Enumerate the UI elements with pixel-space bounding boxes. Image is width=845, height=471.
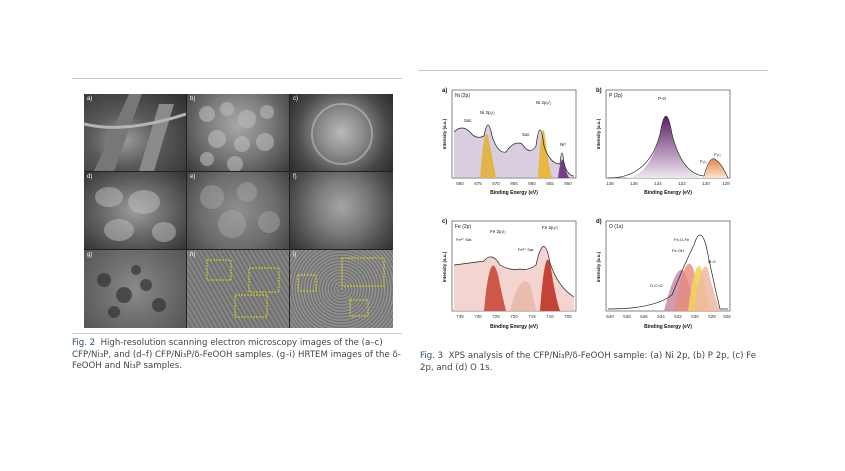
panel-label: d) [87, 174, 93, 180]
xps-fe2p-svg: c) Fe (2p) Fe³⁺ Sat. Fe 2p₁/₂ Fe³⁺ Sat. … [442, 219, 577, 330]
panel-title: Fe (2p) [455, 224, 471, 230]
tick-label: 855 [546, 181, 554, 186]
panel-label: g) [87, 252, 93, 258]
y-axis-label: Intensity (a.u.) [596, 118, 601, 149]
tick-label: 720 [510, 314, 518, 319]
sem-image-e: e) [187, 172, 289, 249]
panel-label: i) [293, 252, 297, 258]
tick-label: 730 [474, 314, 482, 319]
panel-title: O (1s) [609, 224, 623, 230]
figure3-caption-label: Fig. 3 [420, 351, 444, 361]
x-axis-label: Binding Energy (eV) [490, 324, 538, 330]
tick-label: 132 [678, 181, 686, 186]
sem-image-d: d) [84, 172, 186, 249]
panel-label: d) [596, 219, 602, 225]
tick-label: 865 [510, 181, 518, 186]
annotation: M-O [708, 259, 716, 264]
annotation: P₁/₂ [700, 159, 707, 164]
tick-label: 540 [606, 314, 614, 319]
y-axis-label: Intensity (a.u.) [442, 251, 447, 282]
hrtem-image-h: h) [187, 250, 289, 328]
hrtem-image-g: g) [84, 250, 186, 328]
tick-label: 850 [564, 181, 572, 186]
x-axis-label: Binding Energy (eV) [490, 190, 538, 196]
panel-label: c) [293, 96, 298, 102]
xps-o1s-svg: d) O (1s) Fe-O-Fe Fe-OH M-O O-C=O 540 53… [596, 219, 731, 330]
annotation: P-O [658, 96, 667, 101]
tick-label: 538 [623, 314, 631, 319]
panel-label: f) [293, 174, 297, 180]
annotation: Sat. [464, 118, 472, 123]
figure2-bottom-rule [72, 333, 402, 334]
tick-label: 526 [723, 314, 731, 319]
tick-label: 136 [630, 181, 638, 186]
xps-panel-ni2p: a) Ni (2p) Sat. Ni 2p₁/₂ Sat. Ni 2p₃/₂ N… [440, 84, 580, 202]
figure2-top-rule [72, 78, 402, 79]
tick-label: 532 [674, 314, 682, 319]
figure3-caption: Fig. 3 XPS analysis of the CFP/Ni₃P/δ-Fe… [420, 351, 765, 374]
panel-label: a) [442, 88, 447, 94]
annotation: O-C=O [650, 283, 663, 288]
tick-label: 134 [654, 181, 662, 186]
annotation: Fe³⁺ Sat. [456, 237, 472, 242]
annotation: Fe-OH [672, 248, 684, 253]
sem-image-a: a) [84, 94, 186, 171]
annotation: Ni⁰ [560, 142, 566, 147]
x-axis-label: Binding Energy (eV) [644, 324, 692, 330]
figure2-caption: Fig. 2 High-resolution scanning electron… [72, 338, 402, 373]
y-axis-label: Intensity (a.u.) [596, 251, 601, 282]
sem-image-f: f) [290, 172, 393, 249]
sem-image-c: c) [290, 94, 393, 171]
xps-p2p-svg: b) P (2p) P-O P₁/₂ P₃/₂ 138 136 134 132 … [596, 88, 731, 196]
panel-label: b) [190, 96, 196, 102]
xps-panel-o1s: d) O (1s) Fe-O-Fe Fe-OH M-O O-C=O 540 53… [594, 215, 734, 339]
tick-label: 530 [691, 314, 699, 319]
annotation: Fe 2p₃/₂ [542, 225, 559, 230]
xps-panel-fe2p: c) Fe (2p) Fe³⁺ Sat. Fe 2p₁/₂ Fe³⁺ Sat. … [440, 215, 580, 335]
figure2-caption-label: Fig. 2 [72, 338, 96, 348]
tick-label: 710 [546, 314, 554, 319]
tick-label: 735 [456, 314, 464, 319]
sem-image-grid: a) b) c) d) e) f) g) h) i) [84, 94, 393, 328]
hrtem-image-i: i) [290, 250, 393, 328]
xps-ni2p-svg: a) Ni (2p) Sat. Ni 2p₁/₂ Sat. Ni 2p₃/₂ N… [442, 88, 577, 196]
annotation: Ni 2p₁/₂ [480, 110, 495, 115]
tick-label: 528 [708, 314, 716, 319]
annotation: Ni 2p₃/₂ [536, 100, 552, 105]
panel-label: c) [442, 219, 447, 225]
annotation: P₃/₂ [714, 152, 721, 157]
x-axis-label: Binding Energy (eV) [644, 190, 692, 196]
tick-label: 128 [722, 181, 730, 186]
sem-image-b: b) [187, 94, 289, 171]
panel-title: Ni (2p) [455, 93, 470, 99]
tick-label: 534 [657, 314, 665, 319]
tick-label: 138 [606, 181, 614, 186]
annotation: Fe-O-Fe [674, 237, 690, 242]
tick-label: 536 [640, 314, 648, 319]
tick-label: 130 [702, 181, 710, 186]
panel-label: a) [87, 96, 93, 102]
tick-label: 860 [528, 181, 536, 186]
tick-label: 875 [474, 181, 482, 186]
tick-label: 880 [456, 181, 464, 186]
figure3-caption-text: XPS analysis of the CFP/Ni₃P/δ-FeOOH sam… [420, 351, 757, 373]
panel-label: b) [596, 88, 602, 94]
tick-label: 725 [492, 314, 500, 319]
tick-label: 715 [528, 314, 536, 319]
panel-label: h) [190, 252, 196, 258]
annotation: Fe³⁺ Sat. [518, 247, 534, 252]
annotation: Fe 2p₁/₂ [490, 229, 506, 234]
annotation: Sat. [522, 132, 530, 137]
y-axis-label: Intensity (a.u.) [442, 118, 447, 149]
tick-label: 870 [492, 181, 500, 186]
xps-panel-p2p: b) P (2p) P-O P₁/₂ P₃/₂ 138 136 134 132 … [594, 84, 734, 202]
figure3-top-rule [418, 70, 768, 71]
panel-title: P (2p) [609, 93, 623, 99]
panel-label: e) [190, 174, 196, 180]
figure2-caption-text: High-resolution scanning electron micros… [72, 338, 401, 371]
tick-label: 705 [564, 314, 572, 319]
